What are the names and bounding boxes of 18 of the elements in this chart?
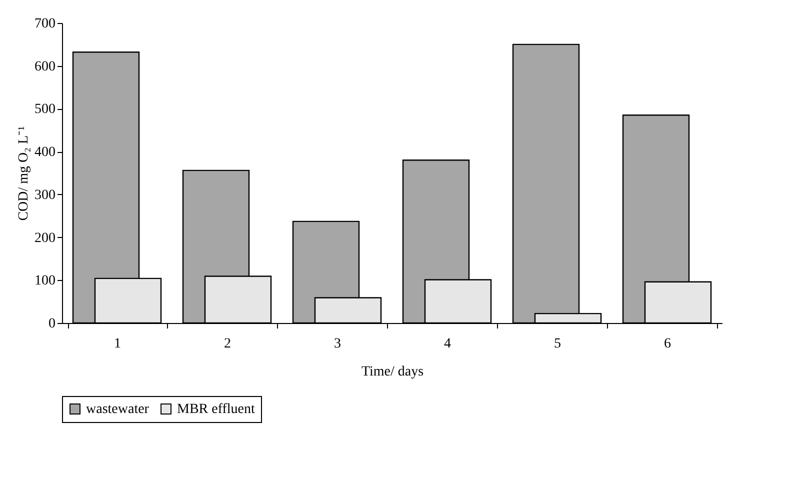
y-tick-label: 600 [34,59,56,74]
y-tick-label: 700 [34,16,56,32]
y-tick-label: 0 [48,316,56,332]
legend-label: MBR effluent [177,402,256,417]
y-tick-label: 500 [34,102,56,118]
x-axis-title: Time/ days [361,364,424,380]
x-tick-label: 1 [114,336,121,352]
y-axis-title: COD/ mg O₂ L⁻¹ [16,126,32,221]
x-tick-label: 2 [224,336,231,352]
legend-label: wastewater [86,402,150,417]
y-tick-label: 300 [34,188,56,203]
x-tick-label: 6 [664,336,671,352]
x-tick-label: 3 [334,336,341,352]
x-tick-label: 4 [444,336,451,352]
y-tick-label: 400 [34,145,56,160]
x-tick-label: 5 [554,336,561,352]
y-tick-label: 100 [34,274,56,289]
y-tick-label: 200 [34,230,56,246]
